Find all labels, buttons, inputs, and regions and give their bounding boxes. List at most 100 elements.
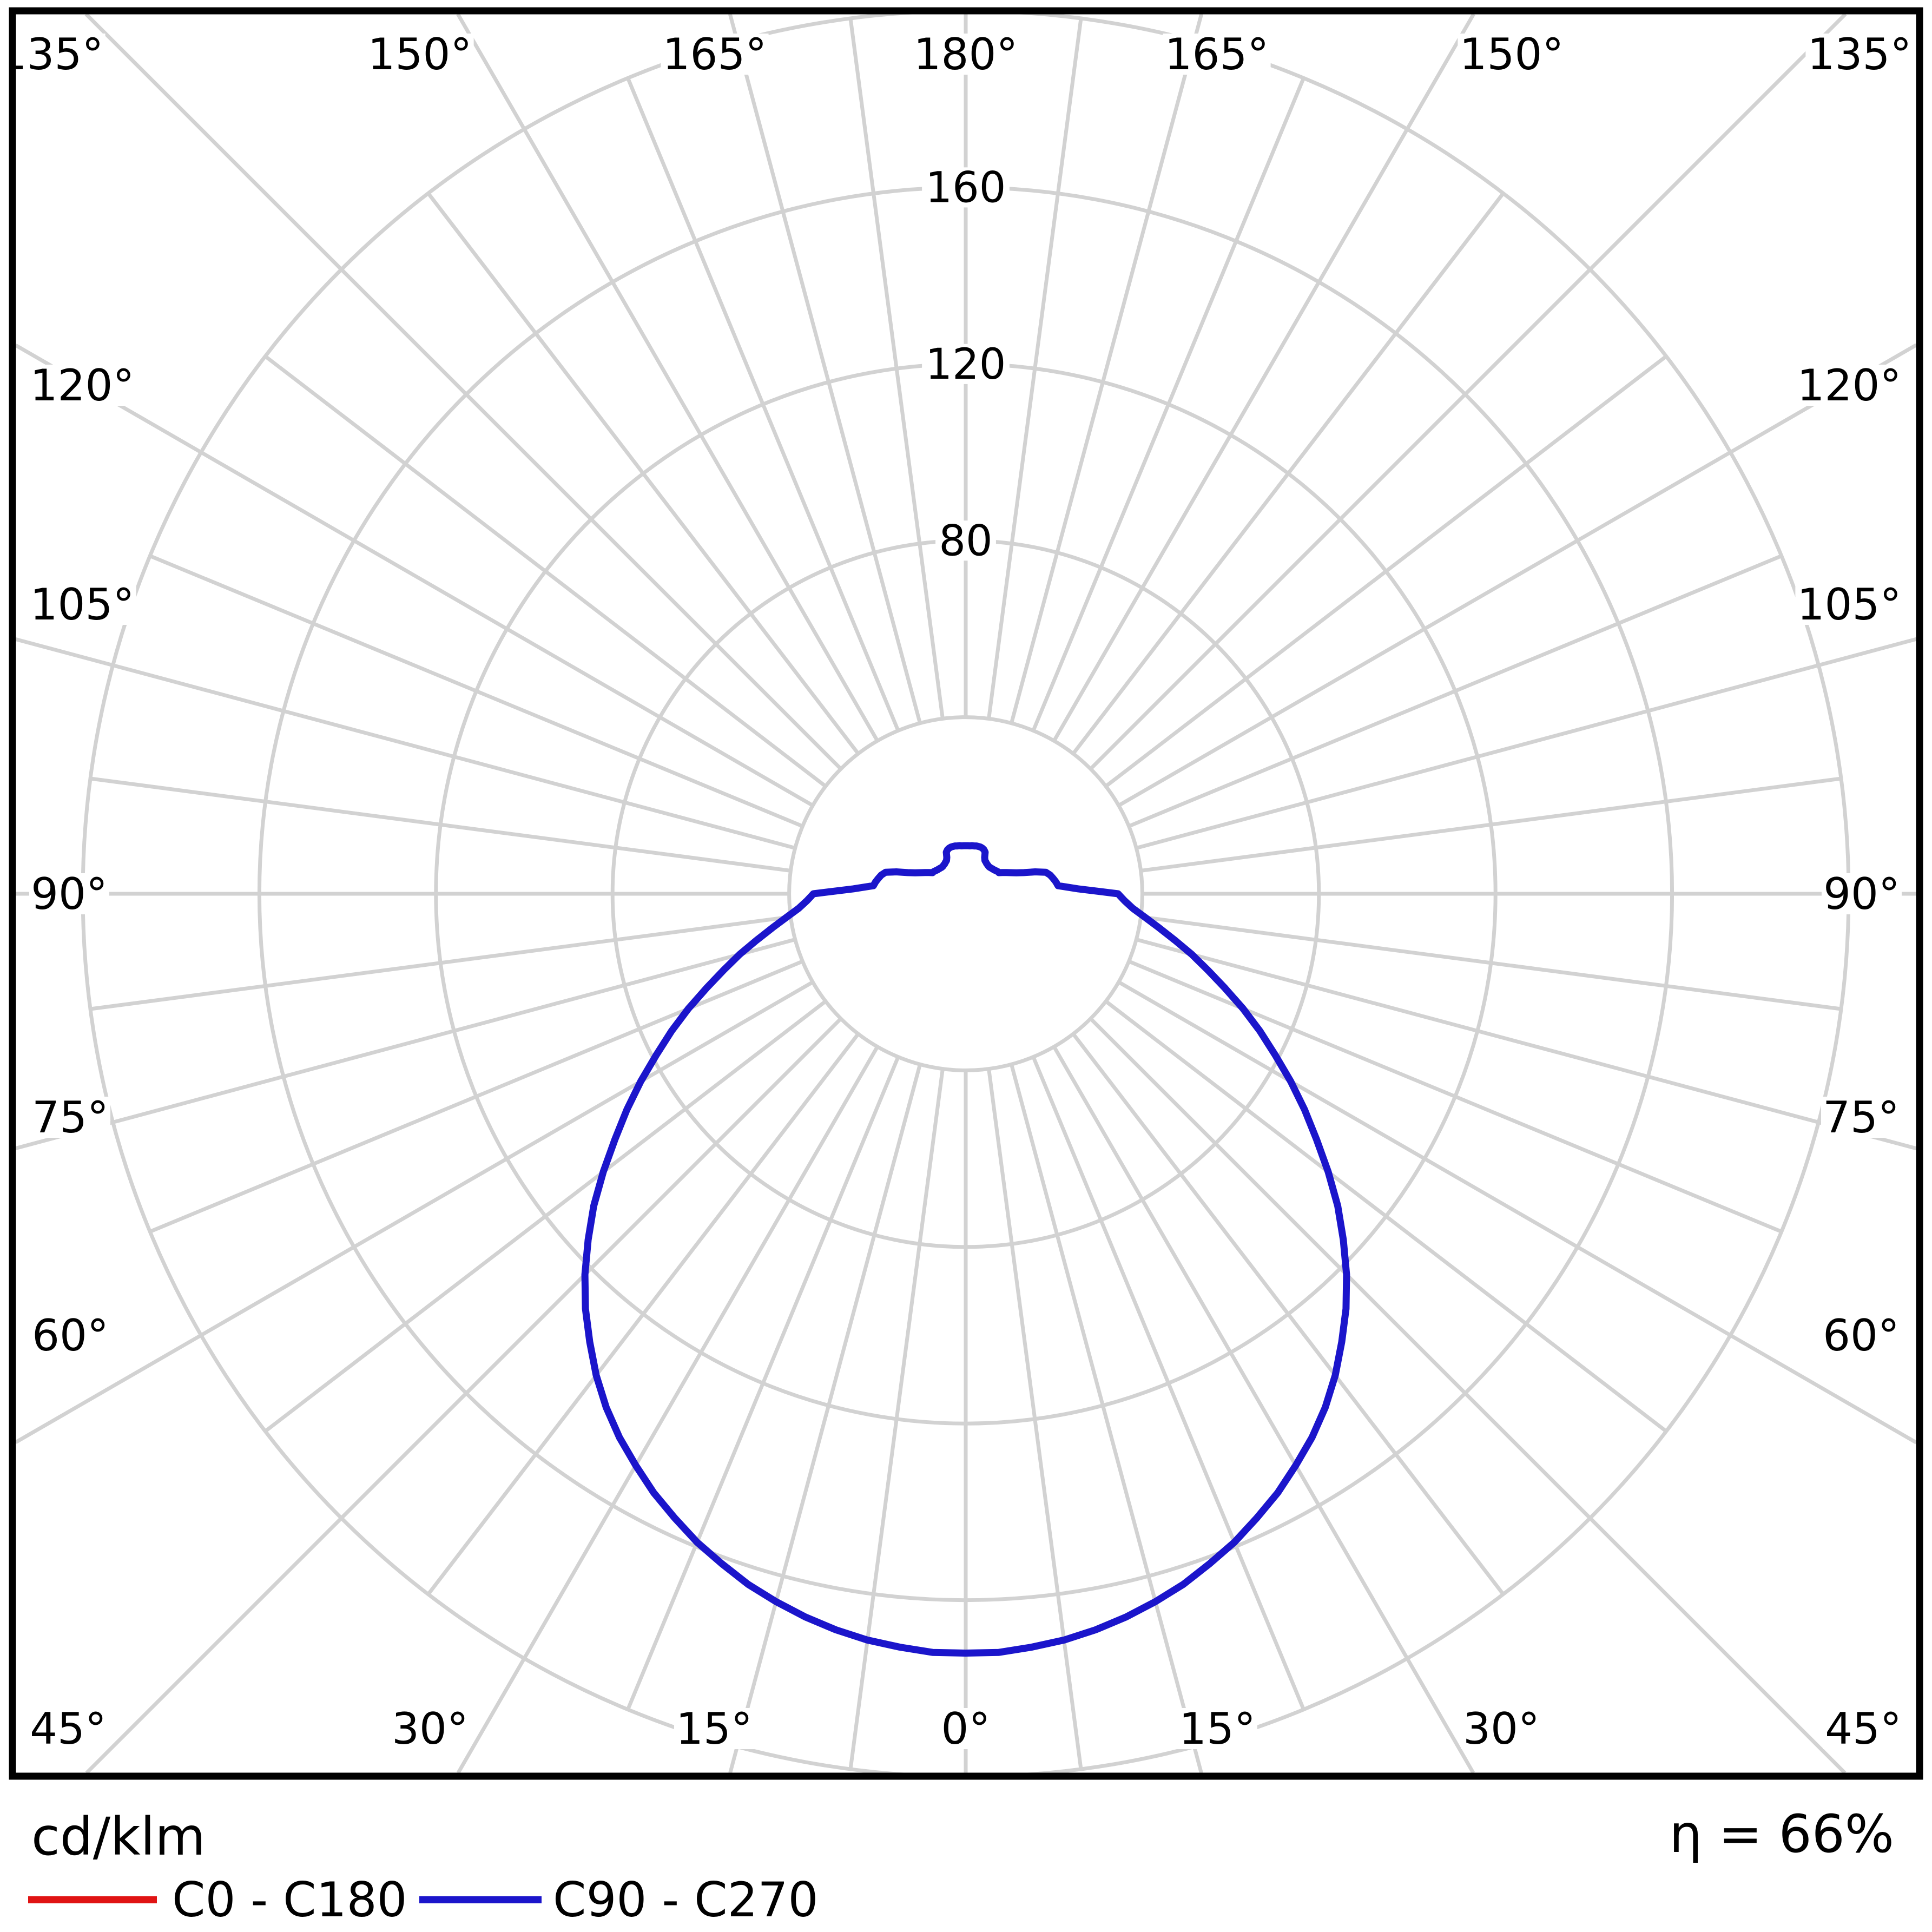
efficiency-label: η = 66% [1669, 1804, 1894, 1864]
legend-label-c90-c270: C90 - C270 [553, 1872, 819, 1928]
radial-label-120: 120 [926, 340, 1006, 389]
angle-tick-105 [1818, 637, 1916, 667]
angle-label-17: 60° [1823, 1310, 1900, 1361]
angle-label-15-bg [1822, 873, 1902, 914]
grid-spoke-127.5 [1104, 354, 1667, 788]
angle-label-18-bg [1823, 1708, 1903, 1749]
plot-border [9, 7, 1923, 1780]
curve-c90-c270 [581, 842, 1350, 1657]
angle-label-1-bg [366, 34, 474, 75]
legend-label-c0-c180: C0 - C180 [172, 1872, 407, 1928]
angle-tick-15 [1192, 1746, 1203, 1773]
grid-spoke-22.5 [1031, 1056, 1305, 1711]
grid-spoke-45 [340, 1017, 842, 1520]
plot-area: 80 120 160 135° 150° 165° 180° 165° 150° 135° 120°… [0, 14, 1916, 1773]
angle-label-15: 90° [1823, 869, 1900, 919]
angle-label-16: 75° [1823, 1092, 1900, 1143]
grid-spoke-52.5 [264, 999, 827, 1433]
angle-tick-150 [1405, 14, 1475, 130]
grid-spoke-172.5 [848, 18, 945, 719]
grid-spoke-7.5 [848, 1069, 945, 1770]
angle-label-8-bg [28, 584, 136, 625]
grid-spoke-112.5 [149, 554, 803, 828]
angle-label-2: 165° [663, 29, 767, 80]
angle-label-11: 60° [32, 1310, 109, 1361]
angle-tick-60 [1729, 1333, 1916, 1445]
grid-spoke-105 [1136, 663, 1819, 850]
grid-spoke-150 [522, 128, 879, 742]
radial-label-80-bg [935, 520, 996, 561]
grid-spoke-165 [735, 40, 922, 724]
angle-label-18: 45° [1825, 1704, 1902, 1754]
grid-spoke-157.5 [1031, 77, 1305, 731]
legend-swatch-c0-c180 [28, 1896, 157, 1903]
grid-spoke-112.5 [1128, 554, 1783, 828]
angle-label-13: 120° [1797, 360, 1902, 411]
angle-tick-150 [456, 14, 526, 130]
grid-spoke-37.5 [1071, 1032, 1505, 1595]
angle-label-19-bg [390, 1708, 470, 1749]
angle-tick-15 [728, 1746, 739, 1773]
angle-tick-30 [1405, 1657, 1475, 1773]
grid-spoke-142.5 [1071, 192, 1505, 755]
angle-tick-105 [16, 637, 114, 667]
grid-spoke-75 [112, 938, 796, 1124]
angle-tick-45 [1588, 1516, 1847, 1773]
grid-spoke-135 [340, 268, 842, 770]
angle-label-6-bg [1805, 34, 1914, 75]
legend-swatch-c90-c270 [419, 1896, 542, 1903]
grid-spoke-30 [1052, 1045, 1409, 1660]
grid-spoke-105 [112, 663, 796, 850]
radial-label-120-bg [922, 344, 1010, 384]
angle-tick-45 [85, 1516, 343, 1773]
angle-label-6: 135° [1808, 29, 1912, 80]
angle-label-14: 105° [1797, 579, 1902, 630]
angle-label-20-bg [674, 1708, 754, 1749]
angle-label-19: 30° [392, 1704, 469, 1754]
angle-label-22: 15° [1179, 1704, 1256, 1754]
angle-label-23-bg [1461, 1708, 1541, 1749]
angle-label-1: 150° [368, 29, 472, 80]
grid-spoke-7.5 [987, 1069, 1083, 1770]
grid-spoke-60 [200, 980, 814, 1337]
angle-label-9-bg [29, 873, 109, 914]
angle-tick-60 [16, 1333, 202, 1444]
grid-spoke-127.5 [264, 354, 827, 788]
angle-label-9: 90° [31, 869, 108, 919]
grid-spoke-30 [522, 1045, 879, 1660]
grid-spoke-45 [1089, 1017, 1592, 1520]
angle-label-3-bg [912, 34, 1020, 75]
angle-label-20: 15° [676, 1704, 753, 1754]
grid-spoke-82.5 [90, 915, 791, 1011]
grid-spoke-97.5 [90, 776, 791, 873]
angle-tick-135 [1588, 14, 1847, 271]
angle-label-10: 75° [32, 1092, 109, 1143]
grid-spoke-75 [1136, 938, 1819, 1124]
angle-label-2-bg [661, 34, 769, 75]
grid-spoke-37.5 [426, 1032, 860, 1595]
angle-label-17-bg [1821, 1315, 1901, 1356]
angle-label-11-bg [30, 1315, 110, 1356]
grid-spoke-157.5 [626, 77, 900, 731]
angle-label-0: 135° [0, 29, 103, 80]
angle-label-21: 0° [941, 1704, 991, 1754]
grid-spoke-142.5 [426, 192, 860, 755]
unit-label: cd/klm [31, 1806, 206, 1867]
grid-spoke-22.5 [626, 1056, 900, 1711]
angle-label-22-bg [1177, 1708, 1257, 1749]
angle-label-4-bg [1163, 34, 1271, 75]
grid-spoke-120 [200, 450, 814, 807]
angle-label-12-bg [28, 1708, 108, 1749]
grid-spoke-60 [1117, 980, 1732, 1337]
grid-spoke-172.5 [987, 18, 1083, 719]
radial-label-80: 80 [939, 517, 992, 566]
grid-spoke-150 [1052, 128, 1409, 742]
grid-spoke-82.5 [1140, 915, 1842, 1011]
angle-label-21-bg [939, 1708, 992, 1749]
grid-spoke-97.5 [1140, 776, 1842, 873]
angle-label-4: 165° [1165, 29, 1269, 80]
angle-label-7-bg [28, 365, 136, 406]
grid-spoke-15 [1010, 1064, 1196, 1748]
